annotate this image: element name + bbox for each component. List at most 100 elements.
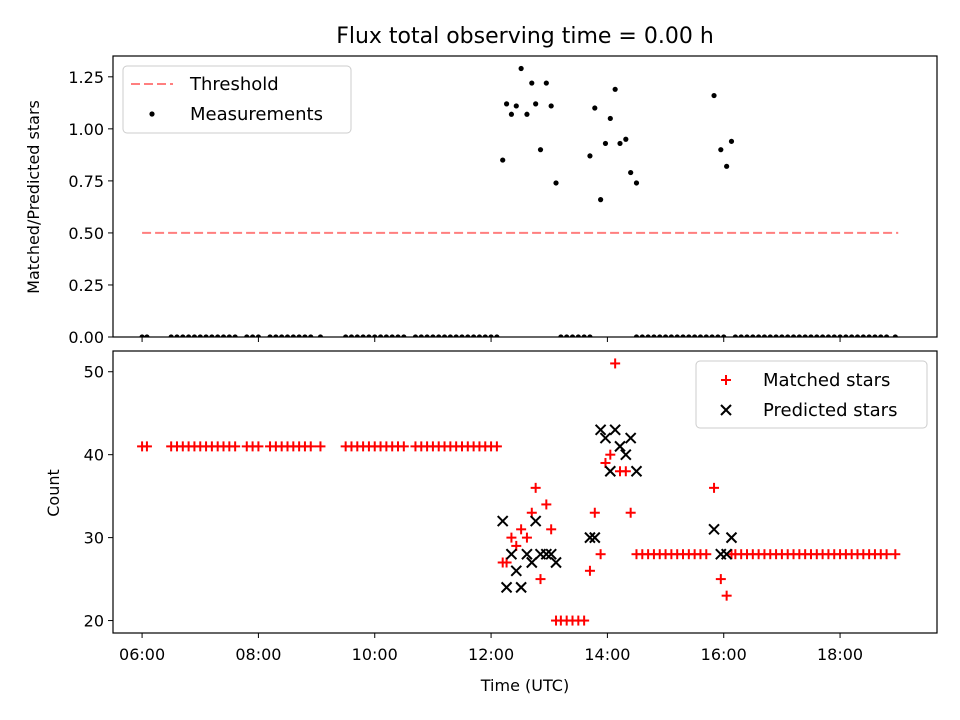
matched-star-point (230, 441, 241, 452)
measurement-point (569, 334, 576, 337)
measurement-point (343, 334, 349, 337)
measurement-point (878, 334, 884, 337)
measurement-point (533, 101, 539, 107)
measurement-point (412, 334, 419, 337)
matched-star-point (491, 441, 502, 452)
matched-star-point (530, 482, 541, 493)
measurement-point (168, 334, 174, 337)
measurement-point (843, 334, 849, 337)
measurement-point (372, 334, 378, 337)
x-marker-b (521, 548, 533, 560)
measurement-point (226, 334, 232, 337)
measurement-point (633, 180, 640, 186)
matched-star-point (584, 565, 595, 576)
matched-star-point (721, 590, 732, 601)
measurement-point (500, 157, 506, 163)
measurement-point (728, 138, 735, 144)
measurement-point (814, 334, 820, 337)
top-legend-box (122, 65, 352, 134)
measurement-point (607, 115, 613, 122)
bottom-plot-frame (112, 350, 938, 634)
measurement-point (617, 140, 623, 147)
y-tick-label: 1.00 (68, 120, 104, 139)
matched-star-point (589, 507, 600, 518)
measurement-point (592, 105, 598, 111)
x-marker-b (510, 565, 522, 577)
measurement-point (317, 334, 324, 337)
legend-predicted-label: Predicted stars (763, 400, 897, 421)
bottom-series-group (137, 358, 901, 626)
measurement-point (587, 153, 593, 159)
x-marker-b (545, 548, 557, 560)
measurement-point (447, 334, 453, 337)
measurement-point (459, 334, 465, 337)
measurement-point (453, 334, 459, 337)
measurement-point (796, 334, 802, 337)
measurement-point (785, 334, 791, 337)
measurement-point (628, 169, 634, 176)
measurement-point (191, 334, 198, 337)
measurement-point (674, 334, 680, 337)
measurement-point (308, 334, 314, 337)
y-tick-label: 30 (84, 529, 104, 548)
measurement-point (401, 334, 407, 337)
measurement-point (186, 334, 192, 337)
legend-matched-label: Matched stars (763, 370, 890, 391)
y-tick-label: 40 (84, 446, 104, 465)
measurement-point (639, 334, 645, 337)
measurement-point (761, 334, 768, 337)
measurement-point (711, 92, 717, 99)
predicted-star-point (515, 581, 527, 594)
measurement-point (503, 101, 510, 107)
matched-star-point (535, 574, 546, 585)
predicted-star-point (500, 581, 513, 594)
predicted-star-point (529, 515, 542, 527)
legend-threshold-label: Threshold (189, 74, 279, 95)
top-series-group (139, 65, 899, 337)
matched-star-point (253, 441, 264, 452)
bottom-legend: Matched stars Predicted stars (695, 360, 928, 429)
measurement-point (744, 334, 750, 337)
measurement-point (424, 334, 430, 337)
measurement-point (249, 334, 256, 337)
measurement-point (598, 197, 604, 203)
x-marker-b (496, 515, 509, 527)
measurement-point (377, 334, 384, 337)
measurement-point (548, 103, 554, 109)
measurement-point (724, 163, 730, 169)
measurement-point (825, 334, 832, 337)
measurement-point (395, 334, 401, 337)
measurement-point (482, 334, 488, 337)
top-chart-title: Flux total observing time = 0.00 h (336, 24, 714, 49)
measurement-point (139, 334, 145, 337)
measurement-point (587, 334, 593, 337)
x-tick-label: 08:00 (235, 645, 281, 664)
matched-star-point (141, 441, 152, 452)
predicted-star-point (584, 531, 596, 544)
measurement-point (354, 334, 360, 337)
matched-star-point (595, 549, 606, 560)
measurement-point (892, 334, 898, 337)
matched-star-point (881, 549, 892, 560)
measurement-point (508, 111, 515, 117)
measurement-point (831, 334, 837, 337)
x-tick-label: 14:00 (584, 645, 630, 664)
measurement-point (215, 334, 221, 337)
x-marker-b (720, 548, 733, 560)
measurement-point (553, 180, 559, 186)
measurement-point (680, 334, 686, 337)
measurement-point (773, 334, 779, 337)
measurement-point (513, 103, 519, 109)
x-marker-b (589, 531, 601, 544)
predicted-star-point (545, 548, 557, 560)
measurement-point (383, 334, 389, 337)
measurement-point (645, 334, 651, 337)
measurement-point (209, 334, 215, 337)
measurement-point (872, 334, 878, 337)
x-tick-label: 16:00 (701, 645, 747, 664)
predicted-star-point (594, 424, 607, 436)
measurement-point (524, 111, 530, 117)
predicted-star-point (614, 440, 626, 453)
measurement-point (418, 334, 424, 337)
